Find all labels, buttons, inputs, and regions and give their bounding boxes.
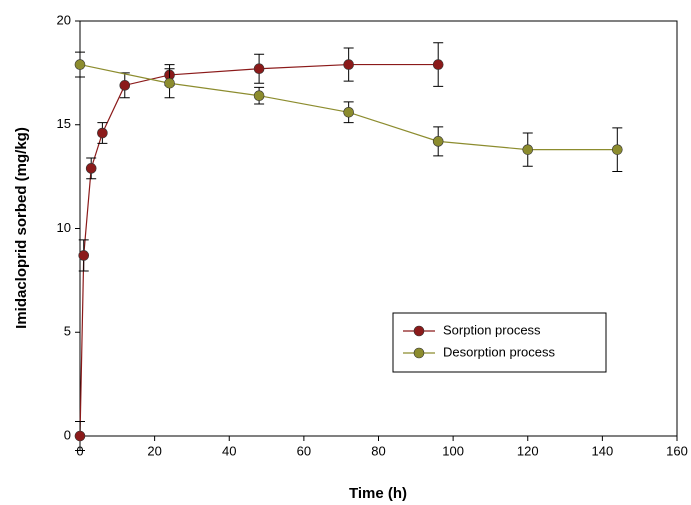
x-tick-label: 160 [666, 443, 688, 458]
x-tick-label: 100 [442, 443, 464, 458]
data-point [164, 77, 175, 89]
y-axis-title: Imidacloprid sorbed (mg/kg) [13, 127, 30, 329]
y-tick-label: 15 [57, 116, 71, 131]
y-tick-label: 0 [64, 427, 71, 442]
data-point [119, 80, 131, 91]
data-point [97, 127, 108, 139]
x-tick-label: 80 [371, 443, 385, 458]
legend-box [392, 312, 607, 373]
y-tick-label: 20 [57, 12, 71, 27]
x-tick-label: 40 [222, 443, 236, 458]
data-point [78, 250, 90, 261]
y-tick-label: 5 [64, 324, 71, 339]
data-point [432, 136, 444, 147]
y-tick-label: 10 [57, 220, 71, 235]
x-tick-label: 60 [297, 443, 311, 458]
data-point [74, 430, 86, 442]
legend-marker [413, 347, 425, 359]
data-point [432, 59, 444, 70]
legend-label: Sorption process [443, 322, 541, 337]
series-line [79, 63, 439, 437]
data-point [522, 144, 534, 155]
x-axis-title: Time (h) [349, 485, 407, 502]
legend-marker [413, 325, 425, 337]
x-tick-label: 20 [147, 443, 161, 458]
data-point [85, 163, 97, 174]
data-point [343, 107, 354, 118]
data-point [343, 59, 354, 70]
data-point [253, 90, 265, 101]
data-point [253, 63, 265, 75]
x-tick-label: 120 [517, 443, 539, 458]
x-tick-label: 140 [592, 443, 614, 458]
data-point [611, 144, 623, 155]
data-point [74, 59, 86, 70]
legend-label: Desorption process [443, 344, 555, 359]
